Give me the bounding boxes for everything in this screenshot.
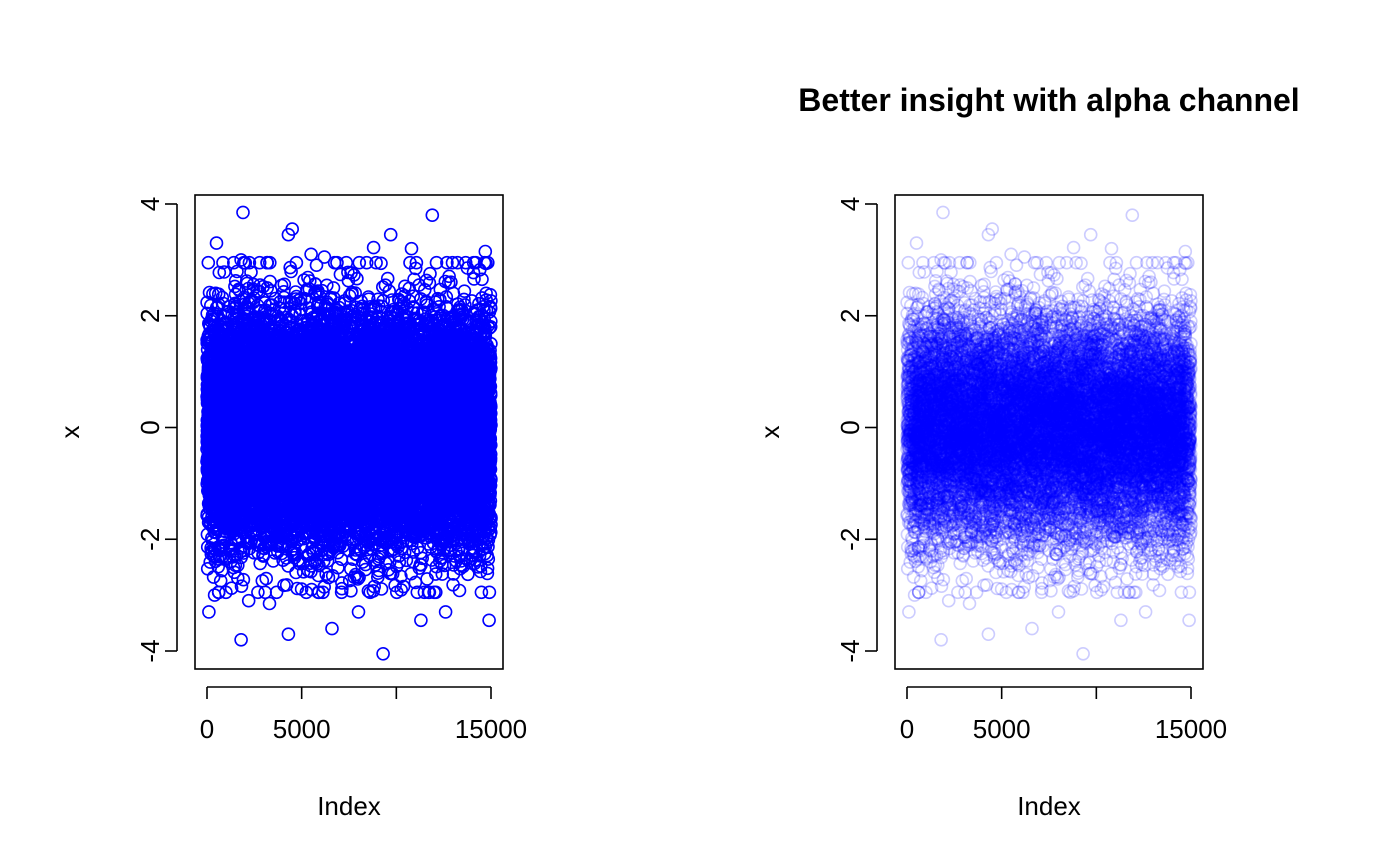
data-point — [215, 290, 230, 305]
data-point — [216, 255, 230, 270]
data-point — [211, 585, 226, 600]
data-point — [212, 549, 227, 564]
data-point — [259, 571, 274, 586]
data-point — [258, 585, 273, 600]
data-point — [217, 265, 231, 279]
data-point — [213, 573, 228, 588]
data-points — [200, 205, 498, 661]
data-point — [201, 255, 216, 270]
